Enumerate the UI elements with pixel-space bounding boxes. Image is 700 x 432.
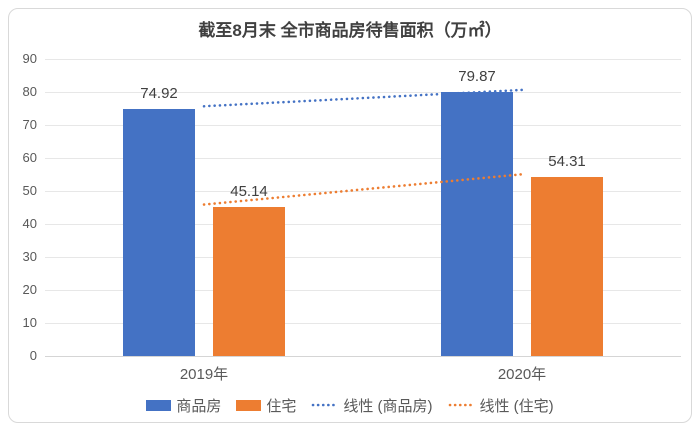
legend-item-住宅: 住宅 (236, 395, 296, 416)
plot-area: 0 10 20 30 40 50 60 70 80 90 74.92 79.87 45.14 54.31 2… (9, 9, 691, 422)
gridline (45, 290, 681, 291)
bar-住宅-2019年 (213, 207, 285, 356)
legend-label: 住宅 (266, 397, 297, 415)
legend-item-线性 (住宅): 线性 (住宅) (448, 395, 554, 416)
legend-label: 线性 (商品房) (343, 397, 433, 415)
y-axis-tick-label: 60 (22, 150, 37, 165)
y-axis-tick-label: 80 (22, 84, 37, 99)
bar-value-label: 79.87 (458, 68, 496, 86)
chart-legend: 商品房 住宅 线性 (商品房) 线性 (住宅) (9, 394, 691, 416)
legend-swatch-rect (146, 399, 172, 411)
y-axis-tick-label: 30 (22, 249, 37, 264)
legend-item-商品房: 商品房 (146, 395, 221, 416)
y-axis-tick-label: 20 (22, 282, 37, 297)
gridline (45, 125, 681, 126)
bar-商品房-2020年 (441, 92, 513, 356)
legend-item-线性 (商品房): 线性 (商品房) (311, 395, 433, 416)
y-axis-tick-label: 50 (22, 183, 37, 198)
y-axis-tick-label: 10 (22, 315, 37, 330)
chart-title: 截至8月末 全市商品房待售面积（万㎡） (198, 21, 502, 40)
legend-dotted-line-swatch (448, 403, 475, 407)
x-axis-line (45, 356, 681, 357)
gridline (45, 158, 681, 159)
legend-swatch-rect (236, 399, 262, 411)
bar-商品房-2019年 (123, 108, 195, 356)
gridline (45, 224, 681, 225)
y-axis-tick-label: 90 (22, 51, 37, 66)
chart-card: 截至8月末 全市商品房待售面积（万㎡） 0 10 20 30 40 50 60 70 80 90 7… (8, 8, 692, 423)
bar-住宅-2020年 (531, 176, 603, 356)
x-axis-category-label: 2020年 (497, 366, 547, 383)
legend-dotted-line-swatch (312, 403, 339, 407)
gridline (45, 257, 681, 258)
bar-value-label: 74.92 (140, 84, 178, 102)
legend-label: 商品房 (176, 397, 222, 415)
y-axis-tick-label: 0 (29, 348, 37, 363)
y-axis-tick-label: 70 (22, 117, 37, 132)
gridline (45, 323, 681, 324)
bar-value-label: 54.31 (548, 152, 586, 170)
legend-label: 线性 (住宅) (479, 397, 554, 415)
y-axis-tick-label: 40 (22, 216, 37, 231)
gridline (45, 59, 681, 60)
bar-value-label: 45.14 (230, 183, 268, 201)
x-axis-category-label: 2019年 (179, 366, 229, 383)
